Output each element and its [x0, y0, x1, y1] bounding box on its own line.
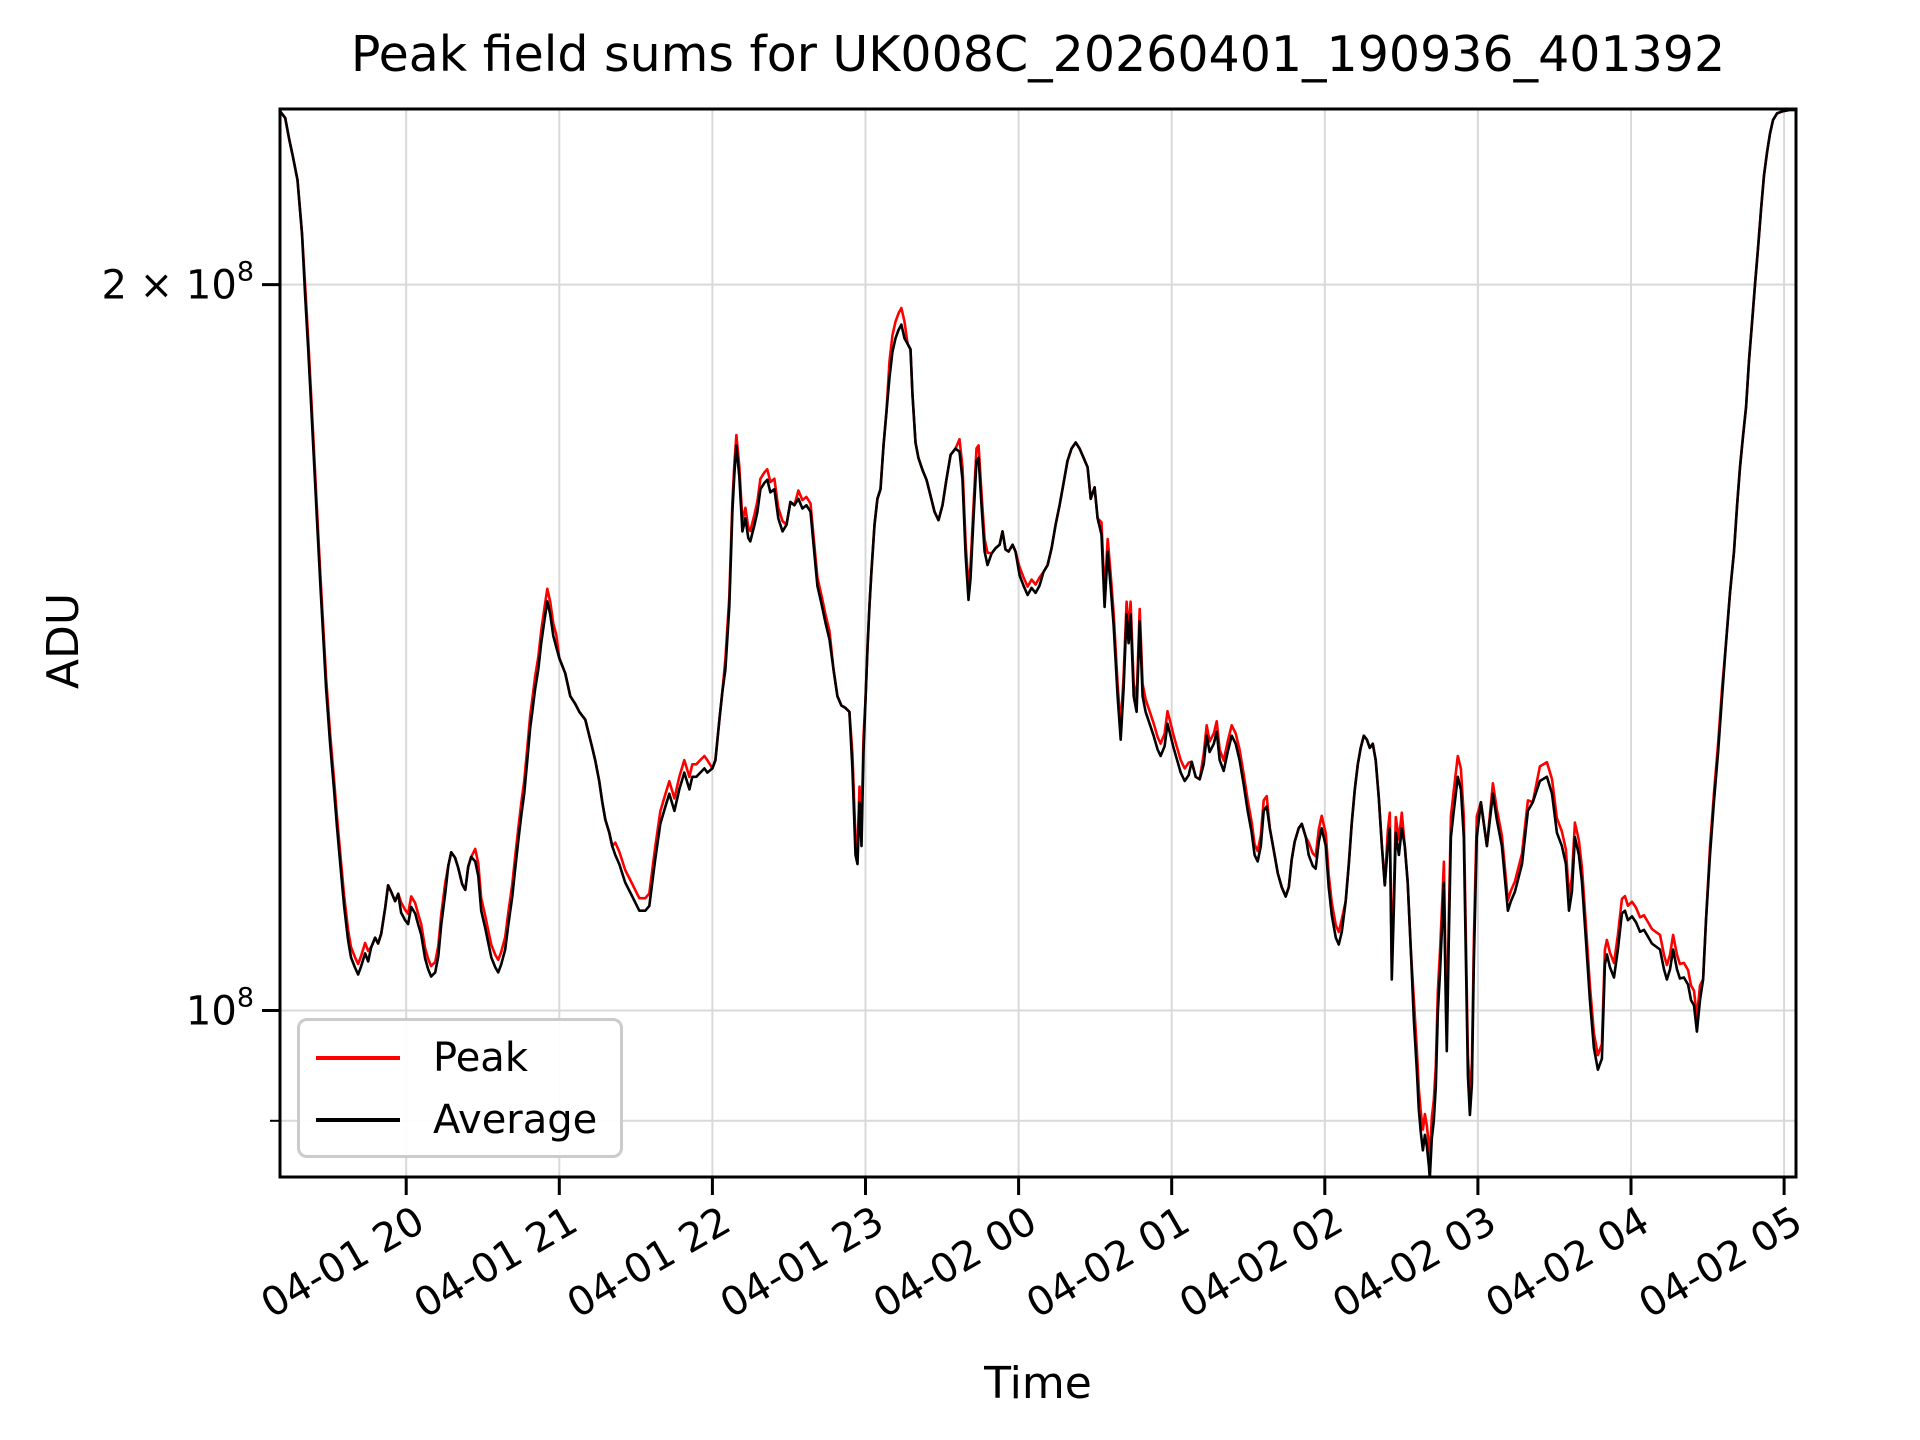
legend-item-average: Average	[316, 1097, 597, 1143]
x-tick-label: 04-02 01	[1019, 1198, 1198, 1328]
data-series	[280, 109, 1796, 1177]
x-tick-label: 04-02 02	[1172, 1198, 1351, 1328]
plot-border	[278, 107, 1798, 1179]
y-tick-label: 108	[186, 983, 254, 1035]
gridlines	[280, 109, 1796, 1177]
x-tick-label: 04-02 00	[866, 1198, 1045, 1328]
x-tick-label: 04-02 03	[1325, 1198, 1504, 1328]
axes-and-ticks	[262, 107, 1798, 1195]
legend-label-average: Average	[433, 1097, 598, 1143]
x-tick-label: 04-01 21	[407, 1198, 586, 1328]
average-series-line	[280, 109, 1796, 1177]
x-tick-label: 04-01 23	[713, 1198, 892, 1328]
x-tick-label: 04-01 20	[253, 1198, 432, 1328]
peak-series-line	[280, 109, 1796, 1159]
x-axis-label: Time	[984, 1358, 1092, 1409]
legend-line-average-icon	[316, 1118, 400, 1122]
legend-label-peak: Peak	[433, 1035, 528, 1081]
x-tick-label: 04-02 05	[1631, 1198, 1810, 1328]
chart-title: Peak field sums for UK008C_20260401_1909…	[350, 26, 1726, 83]
legend: Peak Average	[297, 1018, 623, 1158]
x-tick-label: 04-01 22	[560, 1198, 739, 1328]
legend-line-peak-icon	[316, 1056, 400, 1060]
x-tick-label: 04-02 04	[1478, 1198, 1657, 1328]
y-tick-label: 2 × 108	[102, 257, 254, 309]
legend-item-peak: Peak	[316, 1035, 528, 1081]
